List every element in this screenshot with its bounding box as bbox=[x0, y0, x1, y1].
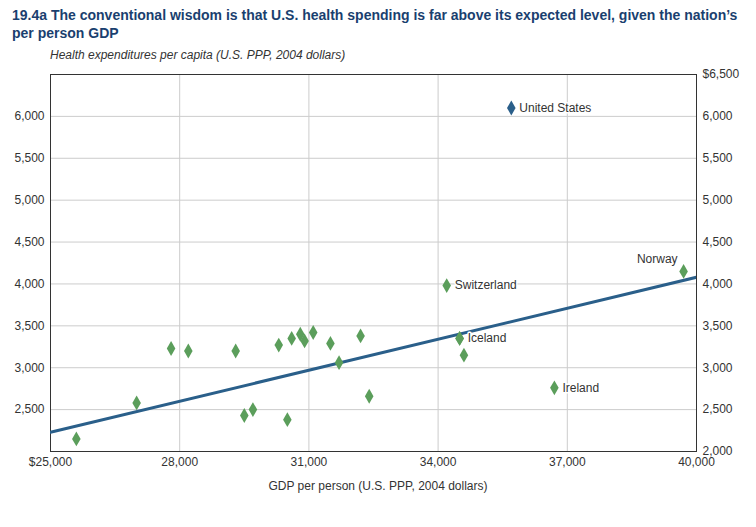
svg-text:United States: United States bbox=[519, 101, 591, 115]
svg-text:37,000: 37,000 bbox=[549, 455, 586, 469]
svg-text:Iceland: Iceland bbox=[468, 332, 507, 346]
html-text:GDP per person (U.S. PPP, 2004: GDP per person (U.S. PPP, 2004 dollars) bbox=[268, 479, 488, 494]
svg-text:28,000: 28,000 bbox=[161, 455, 198, 469]
svg-text:$25,000: $25,000 bbox=[29, 455, 73, 469]
svg-text:3,000: 3,000 bbox=[14, 361, 44, 375]
svg-text:4,000: 4,000 bbox=[14, 277, 44, 291]
svg-text:2,500: 2,500 bbox=[703, 403, 733, 417]
svg-text:5,500: 5,500 bbox=[14, 151, 44, 165]
html-text:Health expenditures per capita: Health expenditures per capita (U.S. PPP… bbox=[50, 48, 346, 63]
svg-text:6,000: 6,000 bbox=[14, 110, 44, 124]
html-text:19.4a The conventional wisdom: 19.4a The conventional wisdom is that U.… bbox=[12, 7, 738, 42]
svg-text:3,500: 3,500 bbox=[14, 319, 44, 333]
svg-text:Switzerland: Switzerland bbox=[455, 279, 517, 293]
svg-text:2,500: 2,500 bbox=[14, 403, 44, 417]
svg-text:31,000: 31,000 bbox=[291, 455, 328, 469]
svg-text:3,000: 3,000 bbox=[703, 361, 733, 375]
svg-text:Ireland: Ireland bbox=[562, 381, 599, 395]
svg-text:2,000: 2,000 bbox=[703, 445, 733, 459]
svg-text:40,000: 40,000 bbox=[678, 455, 715, 470]
svg-text:6,000: 6,000 bbox=[703, 110, 733, 124]
svg-text:34,000: 34,000 bbox=[420, 455, 457, 469]
svg-text:$6,500: $6,500 bbox=[703, 68, 740, 82]
svg-text:Norway: Norway bbox=[637, 253, 678, 267]
svg-text:3,500: 3,500 bbox=[703, 319, 733, 333]
svg-text:4,000: 4,000 bbox=[703, 277, 733, 291]
svg-text:4,500: 4,500 bbox=[703, 235, 733, 249]
svg-text:5,000: 5,000 bbox=[703, 193, 733, 207]
svg-text:5,000: 5,000 bbox=[14, 193, 44, 207]
svg-text:5,500: 5,500 bbox=[703, 151, 733, 165]
svg-text:4,500: 4,500 bbox=[14, 235, 44, 249]
